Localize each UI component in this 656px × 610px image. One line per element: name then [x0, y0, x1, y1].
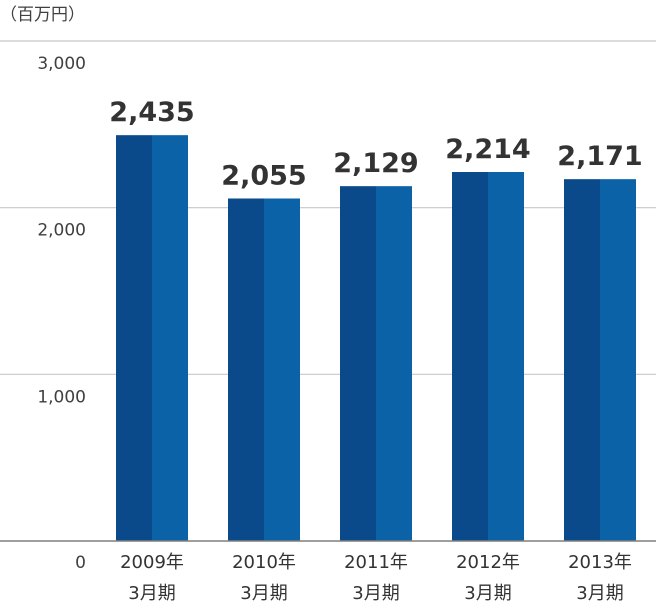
bar	[116, 135, 188, 541]
y-tick-label: 2,000	[37, 221, 86, 241]
bar-right-half	[600, 179, 636, 541]
bar-right-half	[376, 186, 412, 541]
bar-left-half	[116, 135, 152, 541]
x-axis-labels: 2009年 3月期 2010年 3月期 2011年 3月期 2012年 3月期 2013年 3月期	[120, 552, 632, 604]
x-tick-label: 3月期	[240, 583, 287, 604]
data-label: 2,214	[445, 134, 530, 165]
x-tick-label: 2010年	[232, 552, 296, 573]
data-label: 2,129	[333, 148, 418, 179]
x-tick-label: 2013年	[568, 552, 632, 573]
x-tick-label: 2011年	[344, 552, 408, 573]
bar-left-half	[564, 179, 600, 541]
bar-left-half	[228, 198, 264, 541]
unit-label: （百万円）	[0, 5, 85, 25]
x-tick-label: 3月期	[352, 583, 399, 604]
x-tick-label: 3月期	[128, 583, 175, 604]
bar	[340, 186, 412, 541]
bar-right-half	[152, 135, 188, 541]
y-tick-label: 0	[75, 553, 86, 573]
bar-left-half	[452, 172, 488, 541]
x-tick-label: 3月期	[464, 583, 511, 604]
bar-right-half	[488, 172, 524, 541]
y-tick-label: 3,000	[37, 54, 86, 74]
bar	[564, 179, 636, 541]
x-tick-label: 3月期	[576, 583, 623, 604]
data-labels: 2,435 2,055 2,129 2,214 2,171	[109, 97, 642, 191]
x-tick-label: 2009年	[120, 552, 184, 573]
data-label: 2,435	[109, 97, 194, 128]
grid-lines	[0, 40, 656, 375]
bar-left-half	[340, 186, 376, 541]
x-tick-label: 2012年	[456, 552, 520, 573]
bars	[116, 135, 636, 541]
y-tick-label: 1,000	[37, 387, 86, 407]
bar-right-half	[264, 198, 300, 541]
data-label: 2,055	[221, 161, 306, 192]
bar	[228, 198, 300, 541]
y-axis-ticks: 0 1,000 2,000 3,000	[37, 54, 86, 573]
bar	[452, 172, 524, 541]
data-label: 2,171	[557, 141, 642, 172]
